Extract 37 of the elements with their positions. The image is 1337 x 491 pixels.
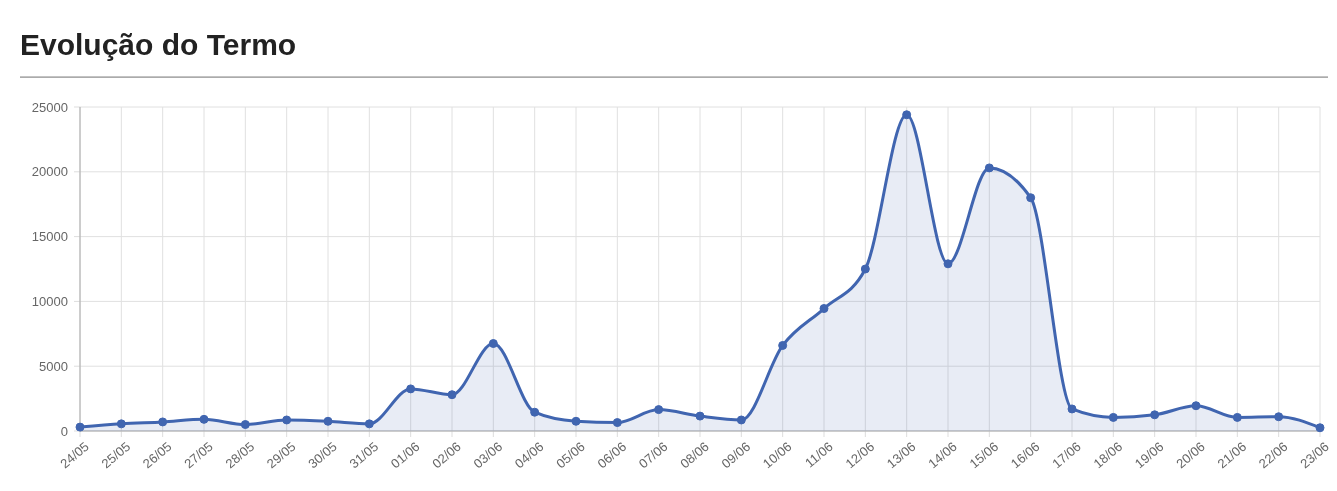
point xyxy=(488,339,498,349)
chart-title: Evolução do Termo xyxy=(20,28,297,61)
point xyxy=(1232,412,1242,422)
y-tick-label: 0 xyxy=(60,423,68,439)
point xyxy=(158,417,168,427)
point xyxy=(1150,410,1160,420)
point xyxy=(902,110,912,120)
point xyxy=(530,407,540,417)
point xyxy=(199,414,209,424)
point xyxy=(778,340,788,350)
point xyxy=(1067,404,1077,414)
point xyxy=(736,415,746,425)
point xyxy=(282,415,292,425)
y-tick-label: 10000 xyxy=(31,293,68,309)
point xyxy=(984,163,994,173)
y-tick-label: 20000 xyxy=(31,164,68,180)
point xyxy=(1274,412,1284,422)
point xyxy=(571,416,581,426)
point xyxy=(1191,401,1201,411)
point xyxy=(240,420,250,430)
point xyxy=(943,259,953,269)
point xyxy=(1026,193,1036,203)
point xyxy=(364,419,374,429)
point xyxy=(447,390,457,400)
point xyxy=(695,411,705,421)
point xyxy=(1315,423,1325,433)
point xyxy=(819,304,829,314)
point xyxy=(1108,412,1118,422)
point xyxy=(406,384,416,394)
point xyxy=(654,405,664,415)
y-tick-label: 15000 xyxy=(31,229,68,245)
point xyxy=(612,418,622,428)
point xyxy=(323,416,333,426)
y-tick-label: 5000 xyxy=(39,358,68,374)
y-tick-label: 25000 xyxy=(31,99,68,115)
point xyxy=(860,264,870,274)
point xyxy=(116,419,126,429)
